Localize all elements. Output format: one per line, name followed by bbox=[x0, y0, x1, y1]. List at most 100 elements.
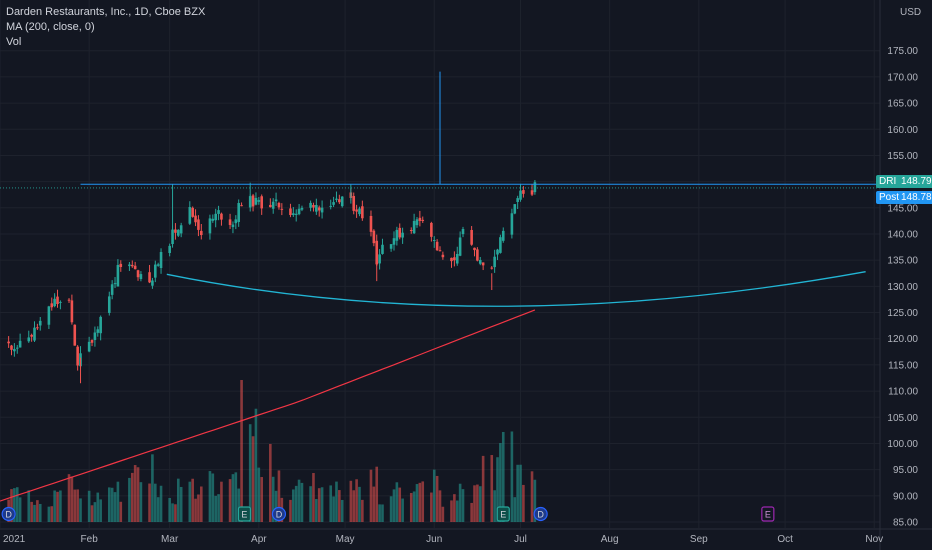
volume-bar bbox=[156, 497, 160, 522]
candle-body bbox=[36, 327, 39, 329]
overlays bbox=[0, 71, 880, 502]
currency-text: USD bbox=[900, 7, 922, 18]
volume-bar bbox=[329, 485, 333, 522]
price-tick-label: 125.00 bbox=[887, 308, 918, 319]
volume-bar bbox=[33, 504, 36, 522]
earnings-marker[interactable]: E bbox=[237, 506, 252, 522]
volume-bar bbox=[128, 477, 131, 522]
volume-bar bbox=[38, 503, 42, 522]
candle-body bbox=[194, 215, 197, 223]
candle-body bbox=[110, 284, 114, 295]
candle-body bbox=[18, 340, 22, 348]
candle-body bbox=[116, 264, 120, 287]
candle-body bbox=[228, 219, 232, 225]
candle-body bbox=[519, 190, 522, 200]
candle-body bbox=[369, 215, 373, 232]
volume-bar bbox=[421, 481, 425, 522]
volume-bar bbox=[237, 488, 240, 522]
candle-body bbox=[315, 204, 318, 212]
volume-bar bbox=[418, 482, 422, 522]
volume-bar bbox=[297, 479, 301, 522]
volume-bar bbox=[30, 501, 33, 522]
candle-body bbox=[312, 205, 315, 208]
candle-body bbox=[179, 225, 183, 234]
post-tag-name: Post bbox=[879, 192, 900, 203]
candle-body bbox=[191, 207, 194, 217]
volume-bar bbox=[315, 499, 318, 522]
volume-bar bbox=[110, 487, 114, 522]
volume-bar bbox=[389, 496, 393, 522]
dividend-marker-badge bbox=[271, 506, 287, 522]
candle-body bbox=[76, 346, 79, 366]
candle-body bbox=[59, 301, 62, 303]
symbol-title[interactable]: Darden Restaurants, Inc., 1D, Cboe BZX bbox=[6, 6, 206, 18]
candle-body bbox=[38, 320, 42, 326]
candlesticks bbox=[7, 180, 537, 384]
candle-body bbox=[352, 196, 356, 211]
candle-body bbox=[197, 219, 200, 230]
time-axis[interactable]: 2021 Feb Mar Apr May Jun Jul Aug Sep Oct Nov bbox=[0, 528, 932, 545]
price-tick-label: 95.00 bbox=[893, 465, 918, 476]
candle-body bbox=[159, 252, 163, 268]
candle-body bbox=[130, 264, 134, 267]
candle-body bbox=[493, 256, 496, 268]
candle-body bbox=[470, 229, 473, 245]
volume-bar bbox=[151, 454, 154, 522]
volume-bar bbox=[513, 497, 517, 522]
candle-body bbox=[211, 218, 215, 221]
ma-legend-label[interactable]: MA (200, close, 0) bbox=[6, 21, 95, 33]
volume-bar bbox=[79, 498, 82, 522]
volume-bar bbox=[248, 424, 252, 522]
earnings-marker[interactable]: E bbox=[496, 506, 510, 522]
price-tick-label: 160.00 bbox=[887, 125, 918, 136]
volume-bar bbox=[76, 489, 79, 522]
price-tick-label: 130.00 bbox=[887, 282, 918, 293]
candle-body bbox=[251, 195, 255, 207]
earnings-marker-label: E bbox=[241, 510, 247, 520]
candle-body bbox=[320, 207, 324, 213]
candle-body bbox=[481, 262, 485, 266]
volume-bar bbox=[320, 487, 324, 522]
volume-bar bbox=[228, 479, 232, 522]
time-tick-label: Jul bbox=[514, 534, 527, 545]
dividend-marker[interactable]: D bbox=[271, 506, 287, 522]
volume-bar bbox=[349, 480, 353, 522]
time-tick-label: Oct bbox=[777, 534, 793, 545]
candle-body bbox=[418, 217, 422, 221]
volume-bar bbox=[136, 467, 140, 522]
price-axis[interactable]: 85.00 90.00 95.00 100.00 105.00 110.00 115.00 1… bbox=[879, 0, 932, 550]
volume-bar bbox=[70, 476, 74, 522]
currency-label[interactable]: USD bbox=[900, 7, 921, 18]
candle-body bbox=[33, 327, 36, 341]
candle-body bbox=[438, 250, 442, 252]
volume-bar bbox=[473, 485, 476, 522]
dividend-marker[interactable]: D bbox=[1, 506, 16, 522]
candle-body bbox=[317, 207, 321, 211]
time-tick-label: Sep bbox=[690, 534, 708, 545]
candle-body bbox=[67, 299, 71, 301]
candle-body bbox=[389, 244, 393, 249]
candle-body bbox=[99, 316, 102, 334]
candle-body bbox=[156, 264, 160, 266]
dividend-marker-label: D bbox=[537, 510, 544, 520]
volume-bar bbox=[289, 499, 292, 522]
volume-bar bbox=[113, 492, 117, 522]
candle-body bbox=[309, 202, 312, 208]
candle-body bbox=[441, 254, 445, 258]
candle-body bbox=[381, 244, 384, 254]
cup-curve[interactable] bbox=[166, 271, 866, 307]
volume-bar bbox=[254, 408, 258, 522]
volume-bar bbox=[361, 499, 364, 522]
earnings_upcoming-marker[interactable]: E bbox=[761, 506, 775, 522]
vol-legend-label[interactable]: Vol bbox=[6, 36, 22, 48]
candle-body bbox=[292, 213, 295, 215]
candle-body bbox=[90, 340, 94, 343]
price-tick-label: 145.00 bbox=[887, 203, 918, 214]
candle-body bbox=[271, 201, 275, 209]
candle-body bbox=[430, 222, 433, 237]
dividend-marker[interactable]: D bbox=[533, 506, 548, 522]
volume-bar bbox=[200, 486, 203, 522]
candle-body bbox=[257, 200, 261, 202]
